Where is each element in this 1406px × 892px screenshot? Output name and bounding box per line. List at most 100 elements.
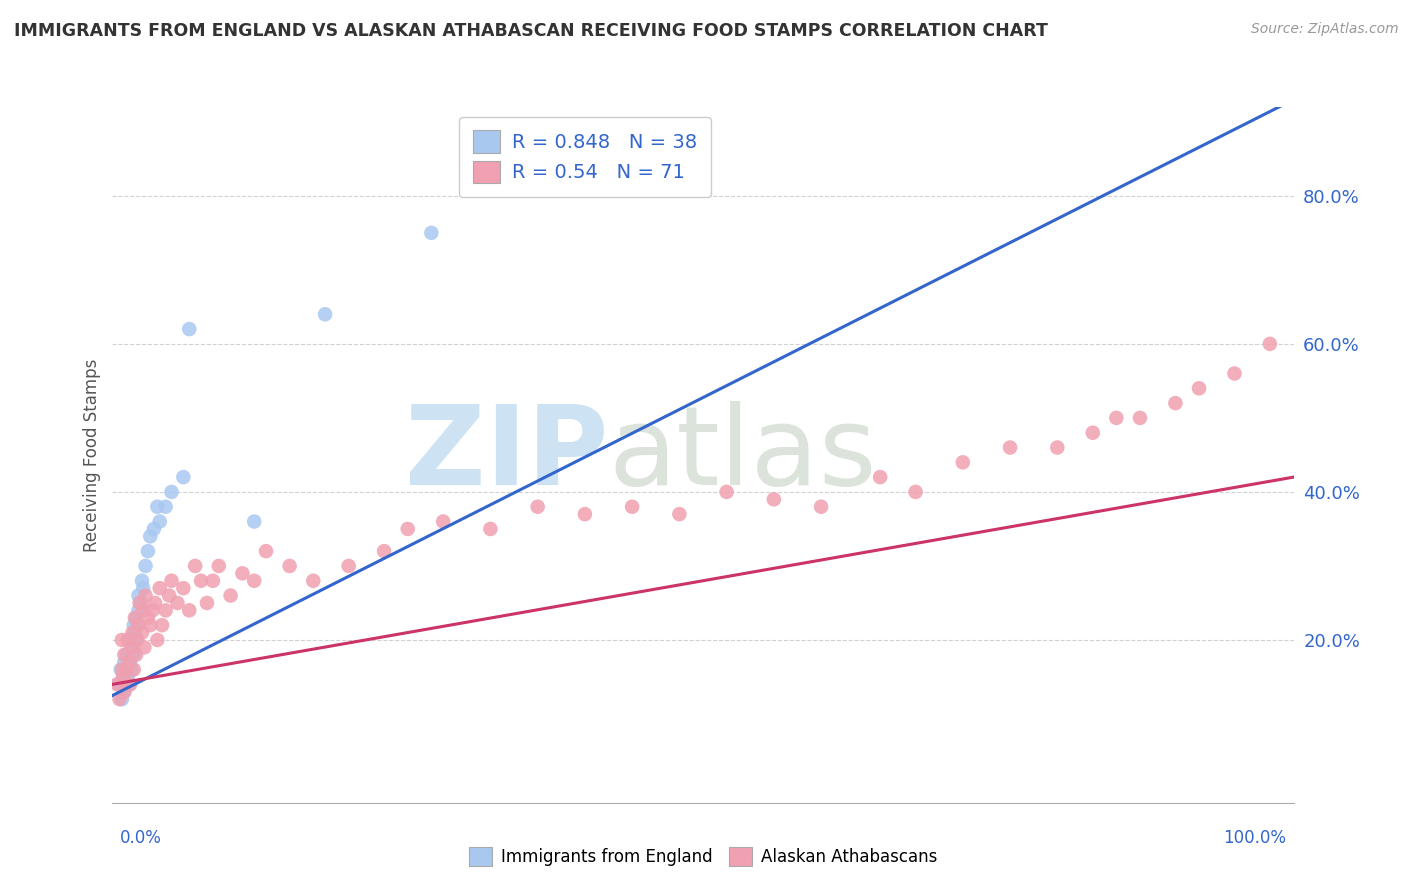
Text: 0.0%: 0.0% bbox=[120, 829, 162, 847]
Point bbox=[574, 507, 596, 521]
Point bbox=[201, 574, 224, 588]
Point bbox=[136, 544, 159, 558]
Point bbox=[125, 648, 148, 662]
Point bbox=[142, 522, 165, 536]
Point bbox=[172, 470, 194, 484]
Point bbox=[105, 677, 128, 691]
Point bbox=[112, 670, 135, 684]
Point bbox=[136, 611, 159, 625]
Point bbox=[143, 596, 166, 610]
Point bbox=[124, 611, 146, 625]
Point bbox=[132, 603, 155, 617]
Point bbox=[1188, 381, 1211, 395]
Point bbox=[219, 589, 242, 603]
Point bbox=[111, 663, 134, 677]
Point bbox=[117, 670, 139, 684]
Text: Source: ZipAtlas.com: Source: ZipAtlas.com bbox=[1251, 22, 1399, 37]
Point bbox=[1081, 425, 1104, 440]
Point bbox=[1129, 411, 1152, 425]
Point bbox=[135, 558, 157, 573]
Point bbox=[1105, 411, 1128, 425]
Point bbox=[1046, 441, 1069, 455]
Point bbox=[243, 574, 266, 588]
Point bbox=[160, 484, 183, 499]
Point bbox=[111, 632, 134, 647]
Point bbox=[166, 596, 188, 610]
Point bbox=[121, 640, 143, 655]
Point bbox=[120, 655, 142, 669]
Point bbox=[1223, 367, 1246, 381]
Point bbox=[118, 655, 141, 669]
Point bbox=[112, 655, 135, 669]
Point bbox=[160, 574, 183, 588]
Point bbox=[125, 632, 148, 647]
Point bbox=[122, 663, 145, 677]
Point bbox=[120, 640, 142, 655]
Point bbox=[149, 515, 172, 529]
Point bbox=[302, 574, 325, 588]
Point bbox=[155, 500, 177, 514]
Point bbox=[157, 589, 180, 603]
Point bbox=[231, 566, 253, 581]
Point bbox=[1164, 396, 1187, 410]
Point bbox=[146, 500, 169, 514]
Legend: R = 0.848   N = 38, R = 0.54   N = 71: R = 0.848 N = 38, R = 0.54 N = 71 bbox=[460, 117, 710, 196]
Point bbox=[127, 618, 149, 632]
Point bbox=[432, 515, 454, 529]
Point bbox=[127, 589, 149, 603]
Point bbox=[129, 596, 152, 610]
Point bbox=[179, 322, 201, 336]
Point bbox=[117, 632, 139, 647]
Point bbox=[120, 632, 142, 647]
Point bbox=[146, 632, 169, 647]
Point bbox=[621, 500, 644, 514]
Point bbox=[112, 685, 135, 699]
Point bbox=[122, 648, 145, 662]
Point bbox=[149, 581, 172, 595]
Y-axis label: Receiving Food Stamps: Receiving Food Stamps bbox=[83, 359, 101, 551]
Point bbox=[952, 455, 974, 469]
Point bbox=[254, 544, 277, 558]
Point bbox=[208, 558, 231, 573]
Point bbox=[150, 618, 173, 632]
Point bbox=[132, 581, 155, 595]
Point bbox=[998, 441, 1021, 455]
Point bbox=[120, 663, 142, 677]
Point bbox=[134, 640, 156, 655]
Point bbox=[124, 625, 146, 640]
Point bbox=[120, 677, 142, 691]
Point bbox=[112, 670, 135, 684]
Point bbox=[904, 484, 927, 499]
Point bbox=[135, 589, 157, 603]
Point bbox=[115, 663, 138, 677]
Point bbox=[337, 558, 360, 573]
Point bbox=[115, 648, 138, 662]
Point bbox=[110, 663, 132, 677]
Point bbox=[190, 574, 212, 588]
Point bbox=[142, 603, 165, 617]
Point bbox=[479, 522, 502, 536]
Text: atlas: atlas bbox=[609, 401, 877, 508]
Point bbox=[869, 470, 891, 484]
Point bbox=[127, 603, 149, 617]
Point bbox=[810, 500, 832, 514]
Point bbox=[373, 544, 395, 558]
Point bbox=[716, 484, 738, 499]
Point bbox=[278, 558, 301, 573]
Text: IMMIGRANTS FROM ENGLAND VS ALASKAN ATHABASCAN RECEIVING FOOD STAMPS CORRELATION : IMMIGRANTS FROM ENGLAND VS ALASKAN ATHAB… bbox=[14, 22, 1047, 40]
Point bbox=[127, 632, 149, 647]
Point bbox=[108, 692, 131, 706]
Point bbox=[314, 307, 336, 321]
Point bbox=[121, 625, 143, 640]
Legend: Immigrants from England, Alaskan Athabascans: Immigrants from England, Alaskan Athabas… bbox=[461, 838, 945, 875]
Point bbox=[128, 596, 150, 610]
Point bbox=[127, 618, 149, 632]
Point bbox=[125, 611, 148, 625]
Point bbox=[195, 596, 218, 610]
Point bbox=[139, 529, 162, 543]
Point bbox=[139, 618, 162, 632]
Point bbox=[172, 581, 194, 595]
Point bbox=[131, 574, 153, 588]
Point bbox=[762, 492, 785, 507]
Point bbox=[420, 226, 443, 240]
